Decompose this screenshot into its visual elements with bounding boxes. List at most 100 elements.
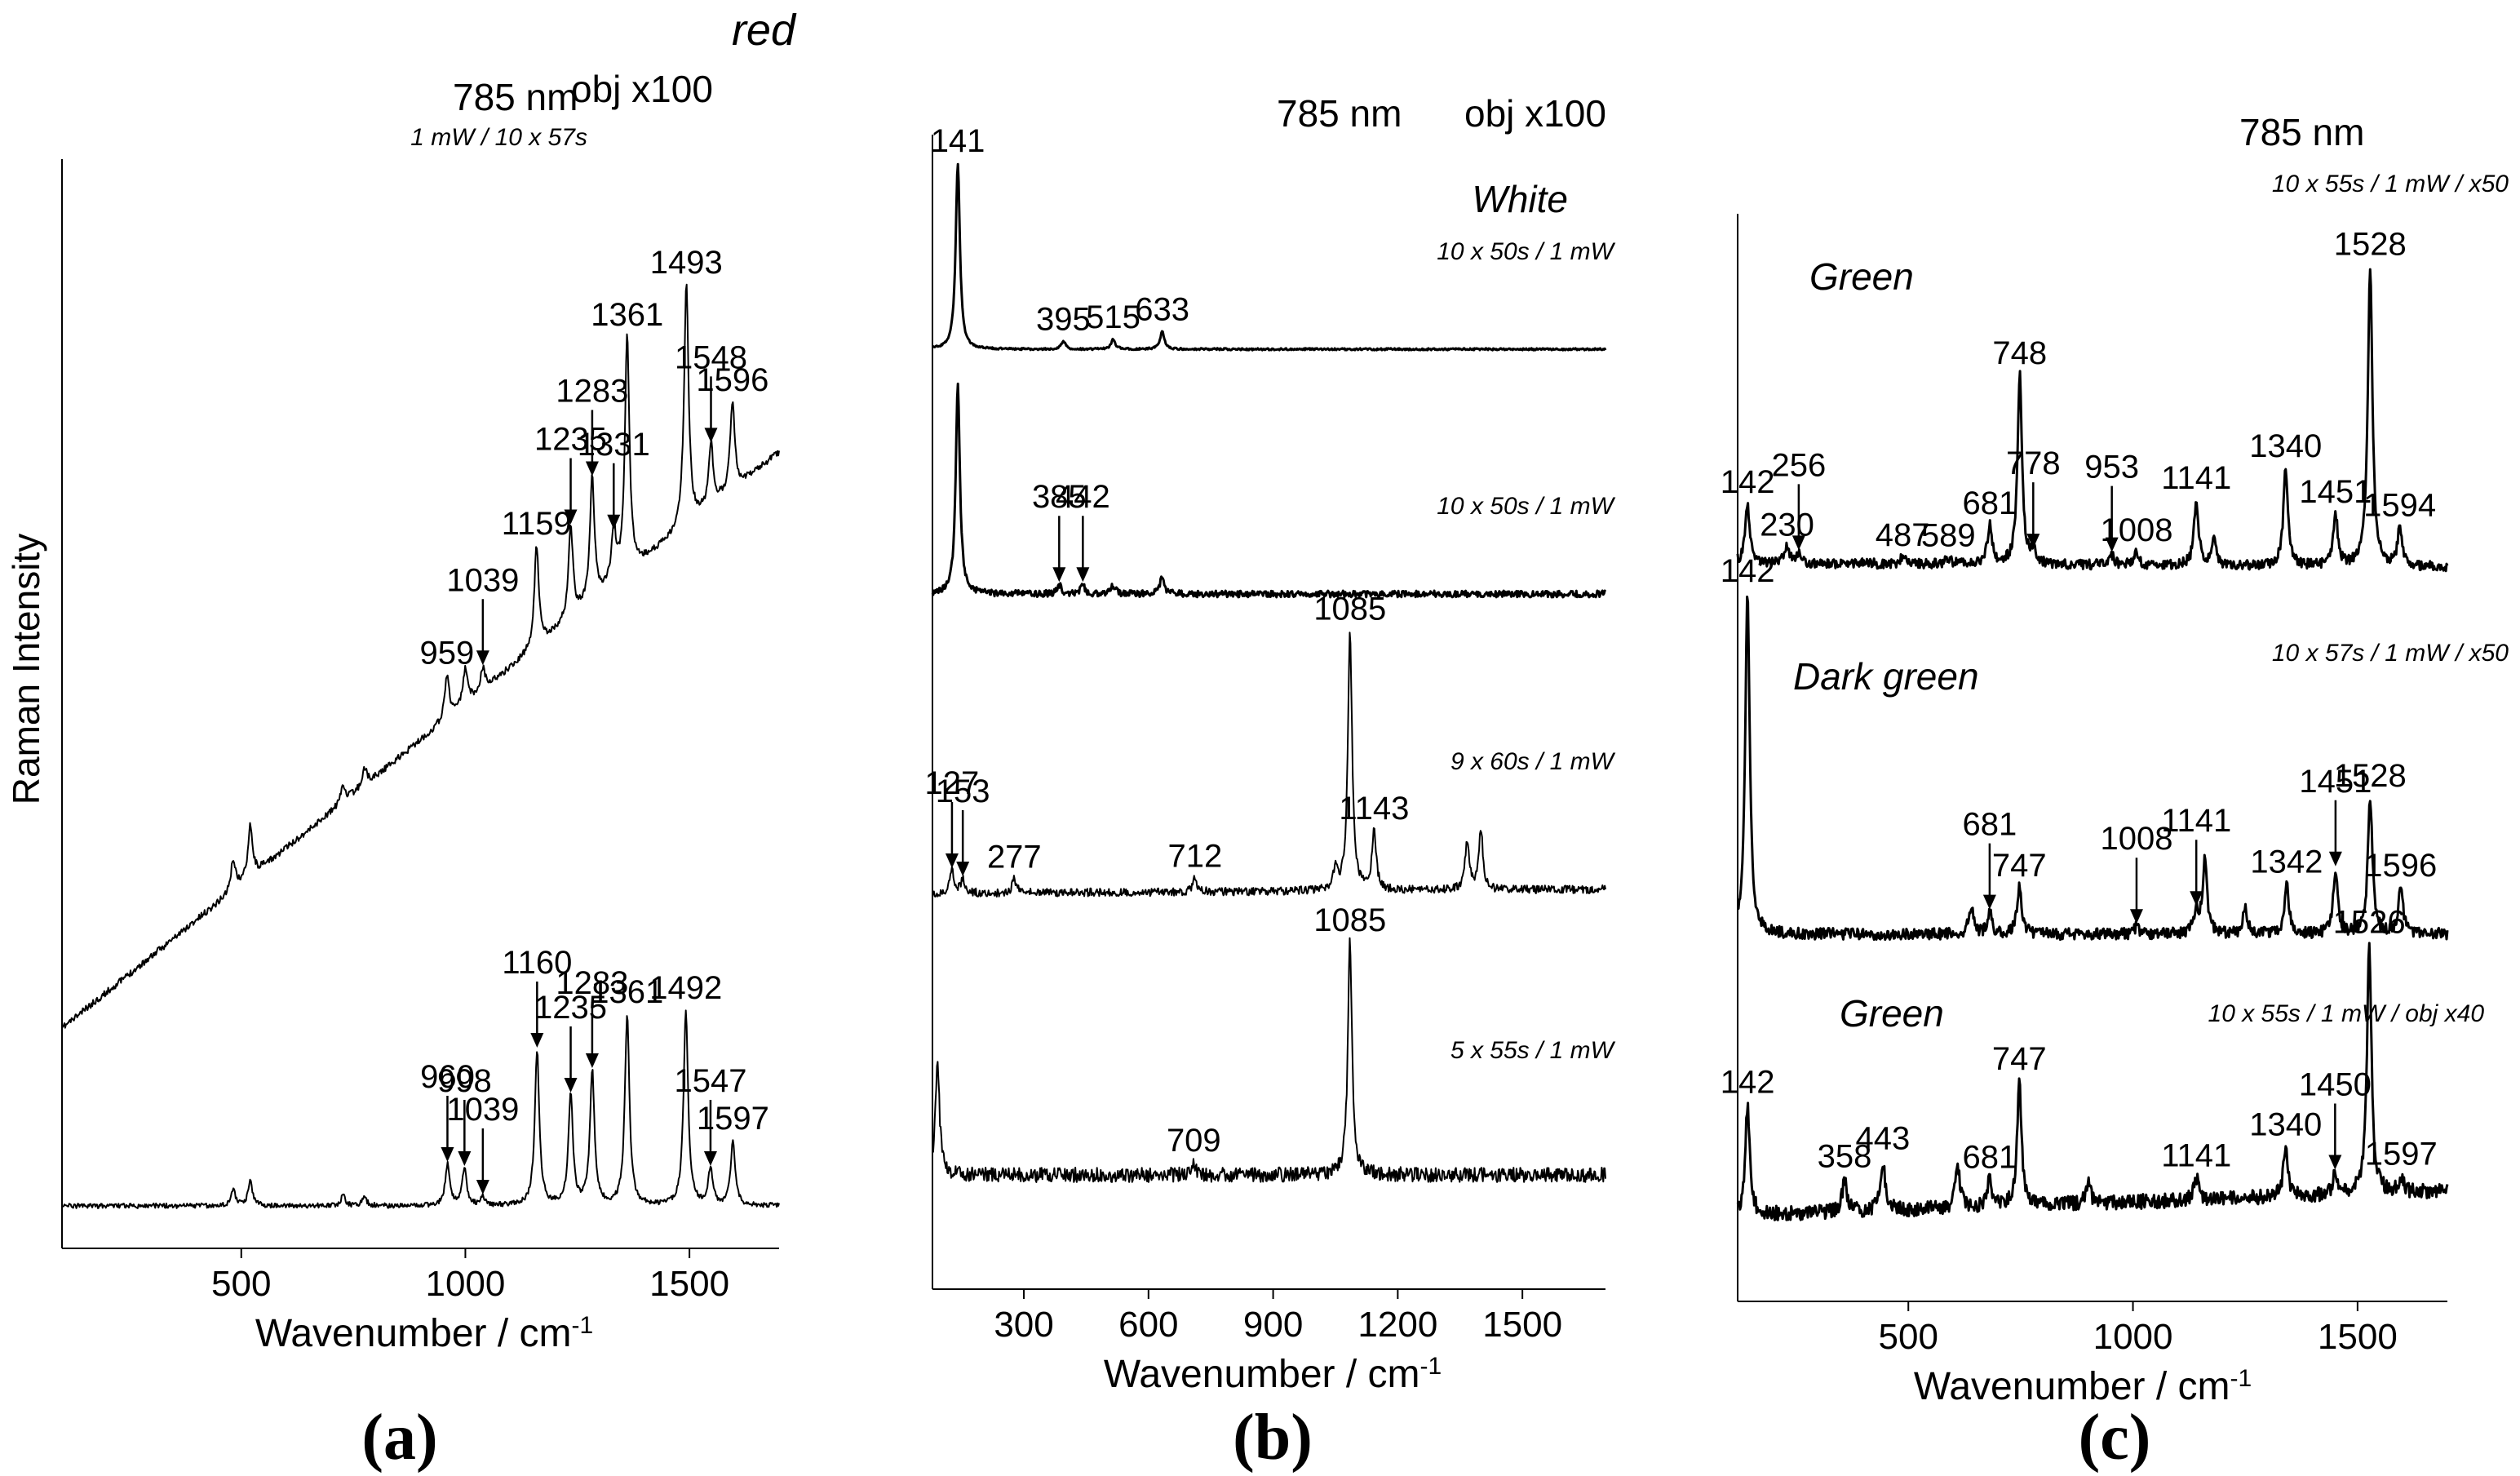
peak-label: 442 [1056, 479, 1110, 515]
peak-label: 998 [437, 1063, 492, 1099]
spectrum-line [932, 937, 1606, 1183]
peak-label: 709 [1167, 1123, 1221, 1159]
peak-label: 1493 [650, 245, 723, 281]
peak-arrow-head [2190, 891, 2203, 906]
peak-label: 1450 [2299, 1067, 2372, 1103]
x-tick-label: 1500 [1482, 1305, 1562, 1345]
peak-label: 1283 [556, 965, 628, 1001]
peak-label: 1235 [534, 990, 607, 1026]
peak-label: 1141 [2161, 1137, 2231, 1173]
objective-label: obj x100 [571, 68, 713, 110]
peak-label: 277 [987, 840, 1042, 875]
x-tick-label: 1000 [425, 1264, 505, 1304]
peak-arrow-head [945, 853, 959, 869]
peak-label: 1143 [1339, 791, 1409, 827]
peak-label: 1594 [2363, 488, 2436, 524]
peak-label: 1597 [697, 1101, 769, 1137]
spectrum-line [932, 162, 1607, 352]
peak-arrow-head [585, 461, 599, 476]
panel-letter: (b) [1233, 1402, 1313, 1474]
peak-arrow-head [1982, 894, 1996, 910]
peak-label: 1526 [2333, 904, 2406, 940]
peak-label: 1492 [649, 970, 722, 1006]
peak-arrow-head [2105, 537, 2119, 552]
peak-label: 1008 [2100, 512, 2172, 548]
laser-wavelength: 785 nm [2239, 111, 2364, 153]
peak-label: 1141 [2161, 803, 2231, 839]
panel-c: 500 1000 1500 Wavenumber / cm-1(c) 785 nm 142… [1721, 111, 2509, 1474]
panel-letter: (a) [361, 1402, 437, 1474]
objective-label: obj x100 [1464, 92, 1606, 135]
peak-arrow-head [458, 1151, 472, 1166]
panel-title: red [732, 6, 797, 55]
peak-label: 358 [1818, 1139, 1872, 1175]
peak-label: 230 [1760, 507, 1814, 543]
x-tick-label: 1000 [2093, 1317, 2173, 1357]
peak-label: 395 [1036, 301, 1091, 337]
sample-label: Green [1809, 255, 1914, 298]
peak-label: 127 [925, 765, 980, 801]
x-tick-label: 300 [994, 1305, 1053, 1345]
peak-label: 589 [1921, 517, 1976, 553]
x-tick-label: 600 [1118, 1305, 1178, 1345]
peak-label: 1528 [2334, 758, 2407, 794]
acquisition-conditions: 10 x 57s / 1 mW / x50 [2272, 640, 2509, 667]
peak-label: 1141 [2161, 460, 2231, 496]
y-axis-label: Raman Intensity [5, 534, 47, 804]
peak-label: 1331 [578, 427, 650, 463]
sample-label: Green [1840, 992, 1944, 1035]
peak-label: 142 [1721, 464, 1775, 500]
peak-arrow-head [564, 509, 578, 525]
peak-arrow-head [2026, 534, 2040, 549]
acquisition-conditions: 5 x 55s / 1 mW [1450, 1037, 1616, 1064]
peak-label: 681 [1963, 485, 2017, 521]
peak-arrow-head [1791, 535, 1805, 551]
sample-label: Dark green [1793, 655, 1979, 698]
peak-arrow-head [1076, 567, 1090, 583]
x-tick-label: 500 [211, 1264, 271, 1304]
peak-label: 1451 [2299, 764, 2372, 800]
peak-label: 142 [1721, 1065, 1775, 1101]
peak-arrow-head [564, 1078, 578, 1093]
laser-wavelength: 785 nm [1277, 92, 1402, 135]
peak-label: 385 [1032, 479, 1087, 515]
x-tick-label: 500 [1879, 1317, 1938, 1357]
peak-label: 959 [420, 636, 475, 672]
peak-label: 153 [936, 773, 990, 809]
peak-arrow-head [1052, 567, 1066, 583]
panel-letter: (c) [2079, 1402, 2151, 1474]
spectrum-line [1737, 595, 2449, 942]
peak-arrow-head [441, 1147, 454, 1162]
spectrum-line [1736, 268, 2449, 573]
peak-label: 1008 [2100, 821, 2172, 857]
peak-label: 1342 [2250, 844, 2323, 880]
spectrum-line [932, 632, 1606, 898]
x-tick-label: 900 [1243, 1305, 1303, 1345]
x-axis-label: Wavenumber / cm-1 [1914, 1365, 2252, 1409]
peak-label: 1340 [2249, 428, 2322, 464]
peak-label: 1597 [2365, 1137, 2438, 1172]
peak-label: 443 [1855, 1121, 1910, 1157]
acquisition-conditions: 1 mW / 10 x 57s [410, 124, 587, 151]
peak-label: 1528 [2334, 226, 2407, 262]
peak-arrow-head [476, 1180, 489, 1195]
peak-label: 256 [1772, 447, 1827, 483]
static-text: Raman Intensity [5, 534, 47, 804]
x-tick-label: 1200 [1357, 1305, 1437, 1345]
peak-label: 960 [420, 1059, 475, 1095]
peak-label: 1361 [591, 974, 663, 1010]
peak-label: 1451 [2299, 474, 2372, 510]
peak-arrow-head [607, 514, 621, 530]
peak-label: 1283 [556, 374, 628, 410]
x-tick-label: 1500 [649, 1264, 729, 1304]
x-axis-label: Wavenumber / cm-1 [1104, 1353, 1442, 1397]
peak-label: 1340 [2249, 1107, 2322, 1143]
peak-label: 681 [1963, 1139, 2017, 1175]
peak-label: 141 [931, 123, 985, 159]
peak-label: 747 [1992, 1041, 2047, 1077]
panel-a: 500 1000 1500 Wavenumber / cm-1 (a) 785 nmobj… [61, 6, 797, 1474]
peak-label: 1159 [502, 506, 572, 542]
peak-label: 1039 [446, 1092, 519, 1128]
peak-label: 487 [1876, 517, 1930, 553]
